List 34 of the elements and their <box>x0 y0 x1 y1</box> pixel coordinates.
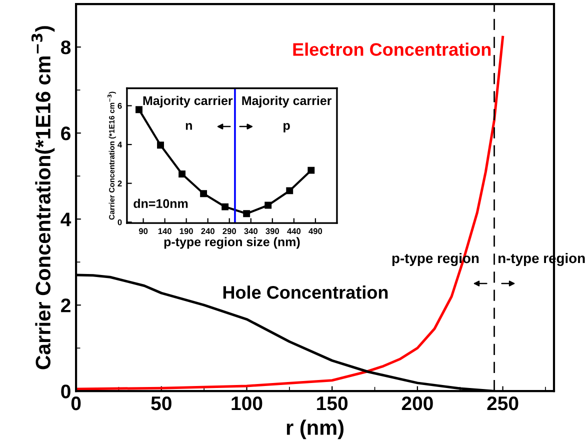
annotation: Majority carrier <box>242 96 332 108</box>
x-tick-label: 490 <box>308 228 322 234</box>
x-axis-title: r (nm) <box>286 420 344 440</box>
y-tick-label: 0 <box>118 219 122 226</box>
x-tick-label: 150 <box>317 396 348 410</box>
y-tick-label: 2 <box>61 298 70 312</box>
y-tick-label: 6 <box>118 102 122 109</box>
x-tick-label: 90 <box>138 228 148 234</box>
x-tick-label: 140 <box>158 228 172 234</box>
y-tick-label: 4 <box>118 142 122 148</box>
annotation: n <box>186 123 192 130</box>
y-tick-label: 6 <box>61 126 70 140</box>
x-tick-label: 290 <box>222 228 236 234</box>
annotation: p <box>284 123 290 132</box>
x-tick-label: 50 <box>151 396 172 410</box>
annotation: dn=10nm <box>134 198 188 208</box>
x-tick-label: 100 <box>232 396 262 410</box>
x-tick-label: 200 <box>402 396 433 410</box>
x-tick-label: 190 <box>180 228 193 234</box>
x-tick-label: 0 <box>71 396 81 410</box>
annotation: Majority carrier <box>143 96 233 108</box>
x-tick-label: 250 <box>487 396 518 410</box>
x-tick-label: 240 <box>201 228 214 234</box>
y-tick-label: 0 <box>61 384 70 398</box>
y-axis-title: Carrier Concentration(*1E16 cm$^{−3}$) <box>31 26 55 370</box>
x-tick-label: 390 <box>266 228 280 234</box>
x-tick-label: 440 <box>287 228 301 234</box>
series-label: Electron Concentration <box>293 42 491 56</box>
series-label: Hole Concentration <box>223 286 388 299</box>
y-tick-label: 4 <box>60 212 72 226</box>
x-tick-label: 340 <box>244 228 258 234</box>
y-tick-label: 2 <box>118 180 122 186</box>
x-axis-title: p-type region size (nm) <box>164 237 300 249</box>
y-tick-label: 8 <box>60 40 71 54</box>
